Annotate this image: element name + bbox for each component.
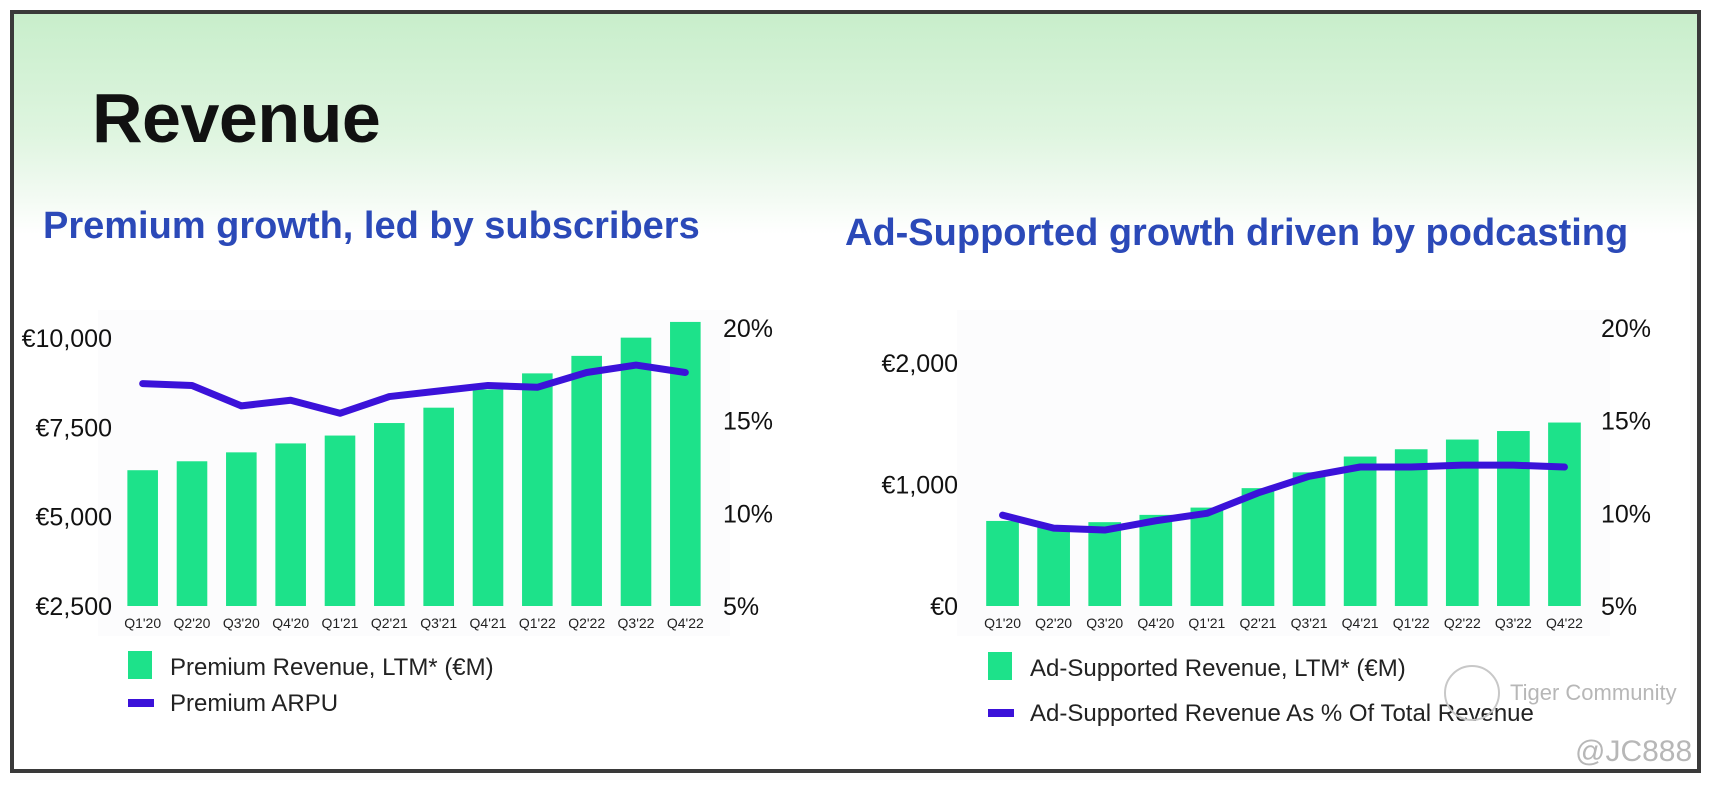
premium-x-tick-label: Q3'22 xyxy=(618,615,655,631)
ad-bar xyxy=(986,520,1019,606)
premium-legend-swatch-line xyxy=(128,699,154,707)
chart-title-premium: Premium growth, led by subscribers xyxy=(43,205,700,247)
ad-x-tick-label: Q2'20 xyxy=(1035,615,1072,631)
premium-bar xyxy=(226,452,257,606)
premium-bar xyxy=(571,355,602,606)
header-band xyxy=(14,14,1697,234)
premium-y-right-tick-label: 5% xyxy=(723,593,759,621)
ad-bar xyxy=(1037,525,1070,606)
premium-y-left-tick-label: €7,500 xyxy=(36,414,112,442)
premium-bar xyxy=(275,443,306,606)
premium-bar xyxy=(423,407,454,606)
premium-y-left-tick-label: €10,000 xyxy=(22,325,112,353)
ad-bar xyxy=(1241,488,1275,606)
premium-line-series xyxy=(139,361,689,417)
ad-x-tick-label: Q1'21 xyxy=(1188,615,1225,631)
ad-x-tick-label: Q2'21 xyxy=(1239,615,1276,631)
ad-bar xyxy=(1292,472,1326,606)
ad-legend-swatch-bar xyxy=(988,652,1012,680)
premium-legend-label-line: Premium ARPU xyxy=(170,690,338,717)
ad-line-series xyxy=(999,461,1568,534)
premium-y-left-tick-label: €5,000 xyxy=(36,504,112,532)
ad-bar xyxy=(1497,431,1530,606)
ad-x-tick-label: Q3'21 xyxy=(1291,615,1328,631)
ad-x-tick-label: Q1'22 xyxy=(1393,615,1430,631)
page-title: Revenue xyxy=(92,79,381,157)
premium-x-tick-label: Q1'21 xyxy=(322,615,359,631)
ad-y-right-tick-label: 20% xyxy=(1601,315,1651,343)
premium-x-tick-label: Q3'21 xyxy=(420,615,457,631)
premium-x-tick-label: Q1'22 xyxy=(519,615,556,631)
ad-x-tick-label: Q1'20 xyxy=(984,615,1021,631)
premium-x-tick-label: Q4'21 xyxy=(470,615,507,631)
ad-y-left-tick-label: €2,000 xyxy=(882,350,958,378)
premium-x-tick-label: Q1'20 xyxy=(124,615,161,631)
premium-y-right-tick-label: 10% xyxy=(723,500,773,528)
premium-bar xyxy=(176,461,208,606)
premium-y-left-tick-label: €2,500 xyxy=(36,593,112,621)
premium-x-tick-label: Q3'20 xyxy=(223,615,260,631)
ad-bar xyxy=(1548,422,1581,606)
premium-y-right-tick-label: 20% xyxy=(723,315,773,343)
premium-bar xyxy=(324,435,356,606)
ad-x-tick-label: Q3'22 xyxy=(1495,615,1532,631)
ad-x-tick-label: Q4'21 xyxy=(1342,615,1379,631)
ad-y-left-tick-label: €0 xyxy=(930,593,958,621)
premium-x-tick-label: Q2'21 xyxy=(371,615,408,631)
premium-bar xyxy=(472,389,504,606)
ad-bar xyxy=(1139,514,1173,606)
ad-y-right-tick-label: 10% xyxy=(1601,500,1651,528)
premium-y-right-tick-label: 15% xyxy=(723,408,773,436)
premium-chart: Q1'20 Q2'20 Q3'20 Q4'20 Q1'21 Q2'21 Q3'21 Q4'21… xyxy=(22,310,773,717)
premium-legend-swatch-bar xyxy=(128,651,152,679)
ad-x-tick-label: Q4'20 xyxy=(1137,615,1174,631)
ad-bar xyxy=(1394,449,1428,606)
ad-y-right-tick-label: 5% xyxy=(1601,593,1637,621)
premium-bar xyxy=(620,337,652,606)
ad-legend-swatch-line xyxy=(988,709,1014,717)
ad-y-right-tick-label: 15% xyxy=(1601,408,1651,436)
ad-legend-label-bar: Ad-Supported Revenue, LTM* (€M) xyxy=(1030,655,1406,682)
premium-x-tick-label: Q4'20 xyxy=(272,615,309,631)
watermark-handle: @JC888 xyxy=(1575,735,1693,768)
premium-bar xyxy=(374,423,405,606)
chart-title-ad-supported: Ad-Supported growth driven by podcasting xyxy=(845,212,1629,254)
watermark-brand: Tiger Community xyxy=(1510,680,1677,705)
ad-bar xyxy=(1343,456,1377,606)
premium-legend-label-bar: Premium Revenue, LTM* (€M) xyxy=(170,654,494,681)
ad-x-tick-label: Q4'22 xyxy=(1546,615,1583,631)
premium-bar xyxy=(522,373,553,606)
premium-x-tick-label: Q2'22 xyxy=(568,615,605,631)
premium-x-tick-label: Q2'20 xyxy=(174,615,211,631)
ad-y-left-tick-label: €1,000 xyxy=(882,472,958,500)
premium-bar xyxy=(127,470,158,606)
ad-x-tick-label: Q3'20 xyxy=(1086,615,1123,631)
ad-x-tick-label: Q2'22 xyxy=(1444,615,1481,631)
ad-bar xyxy=(1190,507,1224,606)
premium-x-tick-label: Q4'22 xyxy=(667,615,704,631)
ad-bar xyxy=(1088,522,1122,606)
watermark-logo-icon xyxy=(1444,665,1500,721)
